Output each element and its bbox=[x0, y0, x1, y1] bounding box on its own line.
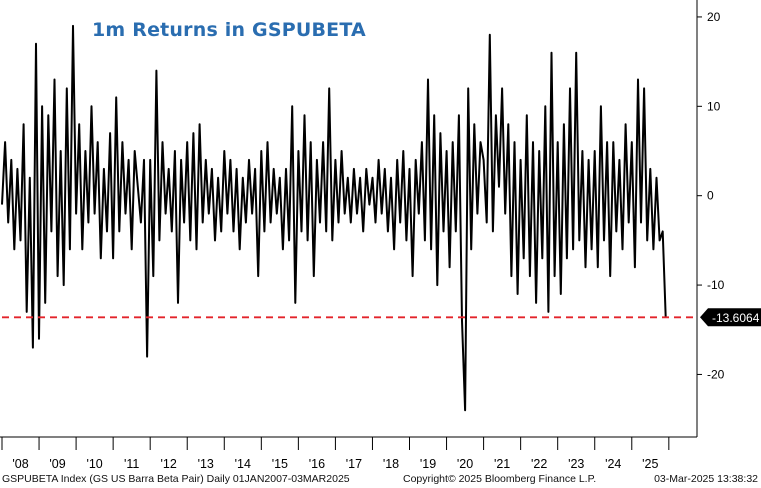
chart-title: 1m Returns in GSPUBETA bbox=[92, 19, 366, 41]
footer-copyright: Copyright© 2025 Bloomberg Finance L.P. bbox=[403, 473, 597, 485]
reference-line-layer: -13.6064 bbox=[2, 308, 761, 327]
x-tick-label: '24 bbox=[605, 457, 621, 471]
x-tick-label: '10 bbox=[86, 457, 102, 471]
y-tick-label: -10 bbox=[707, 278, 725, 292]
x-tick-label: '09 bbox=[49, 457, 65, 471]
x-tick-label: '11 bbox=[124, 457, 139, 471]
x-tick-label: '12 bbox=[161, 457, 177, 471]
reference-value-tag bbox=[700, 308, 761, 327]
y-tick-label: -20 bbox=[707, 367, 725, 381]
x-tick-label: '15 bbox=[272, 457, 288, 471]
x-tick-label: '25 bbox=[642, 457, 658, 471]
x-tick-label: '19 bbox=[420, 457, 436, 471]
footer-timestamp: 03-Mar-2025 13:38:32 bbox=[654, 473, 758, 485]
series-layer bbox=[1, 24, 667, 412]
x-tick-label: '14 bbox=[235, 457, 251, 471]
x-tick-label: '18 bbox=[383, 457, 399, 471]
x-tick-label: '23 bbox=[568, 457, 584, 471]
x-tick-label: '13 bbox=[198, 457, 214, 471]
x-tick-label: '17 bbox=[346, 457, 362, 471]
x-tick-label: '08 bbox=[12, 457, 28, 471]
x-tick-label: '21 bbox=[494, 457, 510, 471]
y-tick-label: 10 bbox=[707, 99, 721, 113]
x-tick-label: '16 bbox=[309, 457, 325, 471]
x-tick-label: '20 bbox=[457, 457, 473, 471]
x-tick-label: '22 bbox=[531, 457, 547, 471]
reference-value-label: -13.6064 bbox=[712, 311, 760, 325]
series-line-0 bbox=[1, 24, 667, 412]
axes: 20 10 0 -10 -20 '08 '09 '10 '11 '12 '13 '14 '15 '16 '1… bbox=[0, 0, 725, 471]
footer-source: GSPUBETA Index (GS US Barra Beta Pair) D… bbox=[2, 473, 350, 485]
y-tick-label: 20 bbox=[707, 10, 721, 24]
y-tick-label: 0 bbox=[707, 189, 714, 203]
